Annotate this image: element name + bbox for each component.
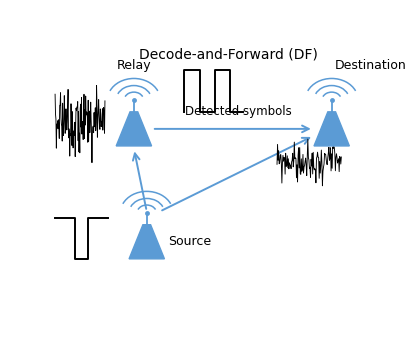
Text: Destination: Destination <box>335 59 407 72</box>
Text: Detected symbols: Detected symbols <box>186 105 292 118</box>
Text: Decode-and-Forward (DF): Decode-and-Forward (DF) <box>139 47 317 61</box>
Polygon shape <box>129 225 164 259</box>
Polygon shape <box>314 112 349 146</box>
Polygon shape <box>116 112 151 146</box>
Text: Relay: Relay <box>117 59 151 72</box>
Text: Source: Source <box>168 235 211 248</box>
